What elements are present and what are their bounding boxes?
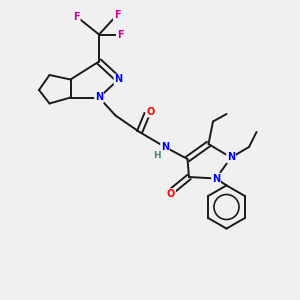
Text: N: N	[161, 142, 169, 152]
Text: N: N	[114, 74, 123, 85]
Text: O: O	[146, 106, 155, 117]
Text: F: F	[114, 10, 120, 20]
Text: N: N	[95, 92, 103, 103]
Text: N: N	[212, 173, 220, 184]
Text: H: H	[153, 152, 160, 160]
Text: F: F	[117, 29, 123, 40]
Text: O: O	[167, 189, 175, 199]
Text: N: N	[227, 152, 235, 163]
Text: F: F	[73, 11, 80, 22]
